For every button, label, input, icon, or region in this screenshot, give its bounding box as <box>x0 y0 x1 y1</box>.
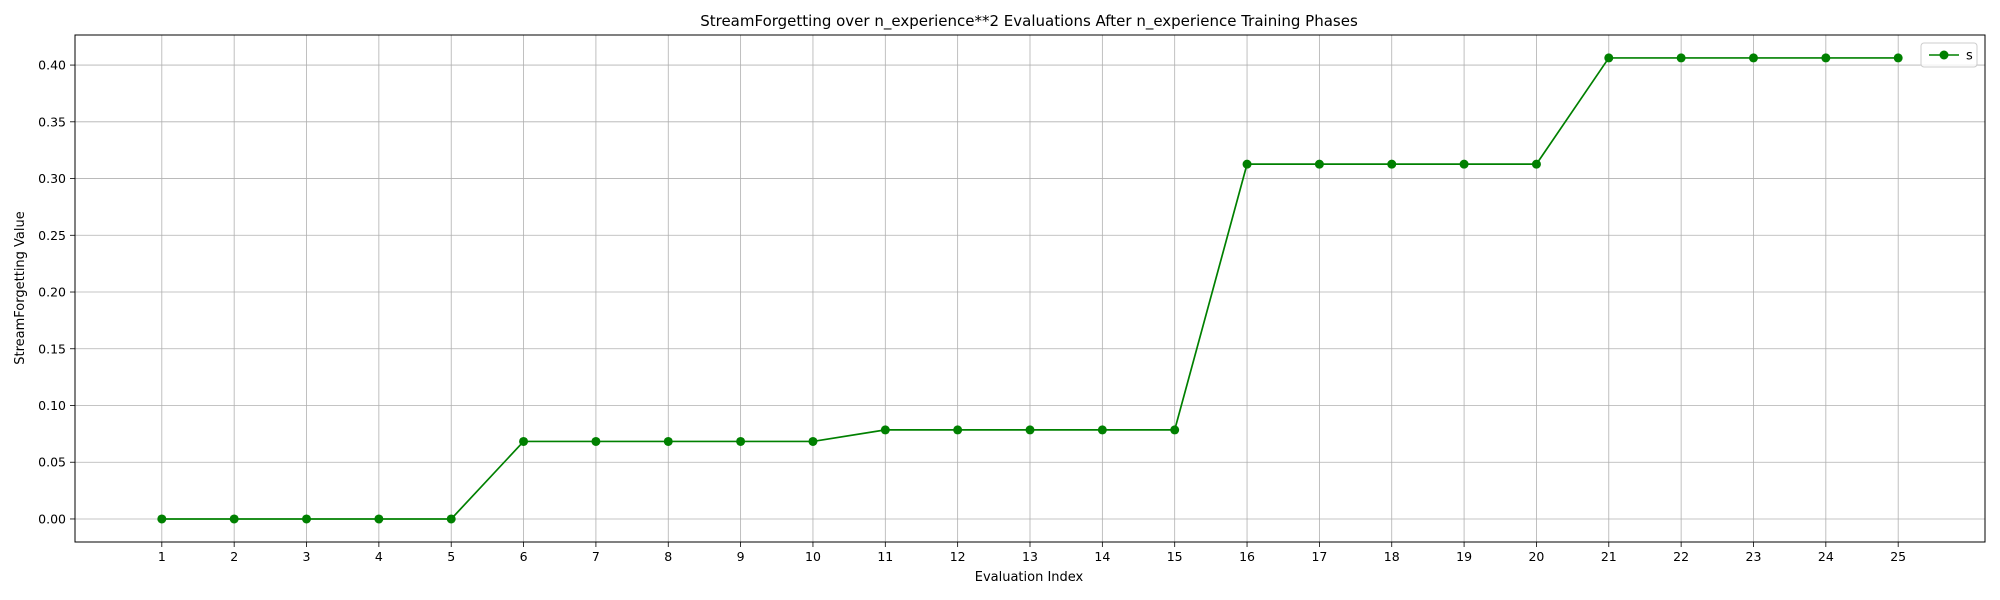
legend-label: s <box>1966 49 1973 64</box>
x-tick-label: 21 <box>1601 549 1617 564</box>
data-point <box>1676 53 1686 63</box>
y-tick-label: 0.15 <box>38 341 66 356</box>
x-tick-label: 9 <box>737 549 745 564</box>
x-tick-label: 1 <box>158 549 166 564</box>
data-point <box>663 436 673 446</box>
x-axis-label: Evaluation Index <box>975 570 1084 585</box>
x-tick-label: 24 <box>1818 549 1834 564</box>
y-tick-label: 0.05 <box>38 455 66 470</box>
x-tick-label: 10 <box>805 549 821 564</box>
data-point <box>1893 53 1903 63</box>
data-point <box>591 436 601 446</box>
legend: s <box>1920 42 1978 68</box>
data-point <box>1604 53 1614 63</box>
data-point <box>953 425 963 435</box>
y-tick-label: 0.35 <box>38 114 66 129</box>
data-point <box>1314 159 1324 169</box>
x-tick-label: 19 <box>1456 549 1472 564</box>
data-point <box>157 514 167 524</box>
data-point <box>1459 159 1469 169</box>
data-point <box>374 514 384 524</box>
grid <box>75 35 1985 542</box>
data-point <box>808 436 818 446</box>
y-tick-label: 0.00 <box>38 511 66 526</box>
data-point <box>1025 425 1035 435</box>
y-tick-label: 0.40 <box>38 58 66 73</box>
y-axis-label: StreamForgetting Value <box>13 211 28 365</box>
x-tick-label: 17 <box>1311 549 1327 564</box>
data-point <box>1242 159 1252 169</box>
y-axis-ticks: 0.00 0.05 0.10 0.15 0.20 0.25 0.30 0.35 0.40 <box>38 58 75 526</box>
data-point <box>1821 53 1831 63</box>
series-group <box>157 53 1903 524</box>
x-axis-ticks: 1 2 3 4 5 6 7 8 9 10 11 12 13 14 15 16 17 18 19 20 21 22 23 24 2… <box>158 542 1906 564</box>
data-point <box>302 514 312 524</box>
data-point <box>1387 159 1397 169</box>
data-point <box>1170 425 1180 435</box>
data-point <box>229 514 239 524</box>
legend-marker <box>1939 50 1949 60</box>
x-tick-label: 22 <box>1673 549 1689 564</box>
x-tick-label: 3 <box>303 549 311 564</box>
data-point <box>1097 425 1107 435</box>
data-point <box>519 436 529 446</box>
x-tick-label: 23 <box>1746 549 1762 564</box>
data-point <box>880 425 890 435</box>
x-tick-label: 6 <box>520 549 528 564</box>
data-point <box>446 514 456 524</box>
x-tick-label: 11 <box>877 549 893 564</box>
x-tick-label: 4 <box>375 549 383 564</box>
data-point <box>736 436 746 446</box>
x-tick-label: 5 <box>447 549 455 564</box>
x-tick-label: 20 <box>1528 549 1544 564</box>
x-tick-label: 12 <box>950 549 966 564</box>
chart-title: StreamForgetting over n_experience**2 Ev… <box>700 12 1358 31</box>
x-tick-label: 18 <box>1384 549 1400 564</box>
data-point <box>1748 53 1758 63</box>
x-tick-label: 16 <box>1239 549 1255 564</box>
y-tick-label: 0.10 <box>38 398 66 413</box>
x-tick-label: 14 <box>1094 549 1110 564</box>
x-tick-label: 25 <box>1890 549 1906 564</box>
x-tick-label: 15 <box>1167 549 1183 564</box>
x-tick-label: 13 <box>1022 549 1038 564</box>
x-tick-label: 2 <box>230 549 238 564</box>
y-tick-label: 0.20 <box>38 285 66 300</box>
data-point <box>1531 159 1541 169</box>
x-tick-label: 7 <box>592 549 600 564</box>
x-tick-label: 8 <box>664 549 672 564</box>
y-tick-label: 0.25 <box>38 228 66 243</box>
y-tick-label: 0.30 <box>38 171 66 186</box>
